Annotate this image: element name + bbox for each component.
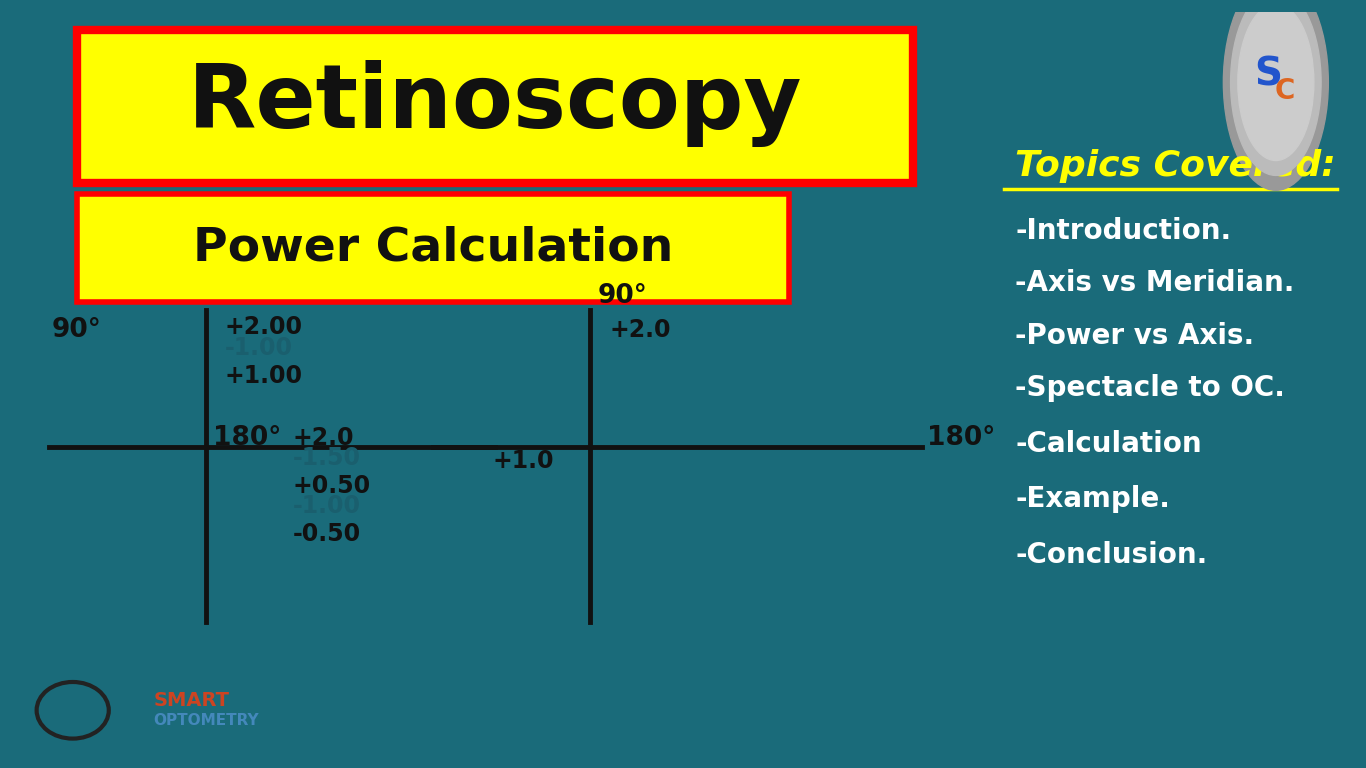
Text: +2.0: +2.0	[609, 318, 671, 342]
FancyBboxPatch shape	[78, 194, 790, 302]
Text: 90°: 90°	[52, 317, 101, 343]
FancyBboxPatch shape	[78, 30, 912, 183]
Text: -1.00: -1.00	[292, 494, 361, 518]
Text: -1.00: -1.00	[224, 336, 292, 360]
Text: -Calculation: -Calculation	[1015, 429, 1202, 458]
Circle shape	[1231, 0, 1321, 175]
Text: C: C	[1274, 78, 1295, 105]
Text: +1.0: +1.0	[493, 449, 555, 474]
Text: Topics Covered:: Topics Covered:	[1015, 150, 1336, 184]
Text: SMART: SMART	[153, 691, 229, 710]
Text: S: S	[1254, 56, 1283, 94]
Text: +0.50: +0.50	[292, 474, 372, 498]
Text: -Conclusion.: -Conclusion.	[1015, 541, 1208, 569]
Text: +1.00: +1.00	[224, 364, 303, 388]
Text: Retinoscopy: Retinoscopy	[189, 61, 802, 147]
Text: 180°: 180°	[928, 425, 996, 452]
Text: -0.50: -0.50	[292, 521, 361, 546]
Text: -Example.: -Example.	[1015, 485, 1171, 514]
Circle shape	[1224, 0, 1328, 190]
Text: +2.00: +2.00	[224, 315, 303, 339]
Text: -Spectacle to OC.: -Spectacle to OC.	[1015, 374, 1285, 402]
Text: Power Calculation: Power Calculation	[193, 226, 673, 271]
Text: 180°: 180°	[213, 425, 281, 452]
Text: -Power vs Axis.: -Power vs Axis.	[1015, 322, 1254, 349]
Text: -1.50: -1.50	[292, 446, 361, 471]
Text: OPTOMETRY: OPTOMETRY	[153, 713, 260, 728]
Text: -Axis vs Meridian.: -Axis vs Meridian.	[1015, 270, 1295, 297]
Text: -Introduction.: -Introduction.	[1015, 217, 1231, 245]
Text: 90°: 90°	[598, 283, 647, 309]
Text: +2.0: +2.0	[292, 426, 354, 450]
Circle shape	[1238, 4, 1314, 161]
